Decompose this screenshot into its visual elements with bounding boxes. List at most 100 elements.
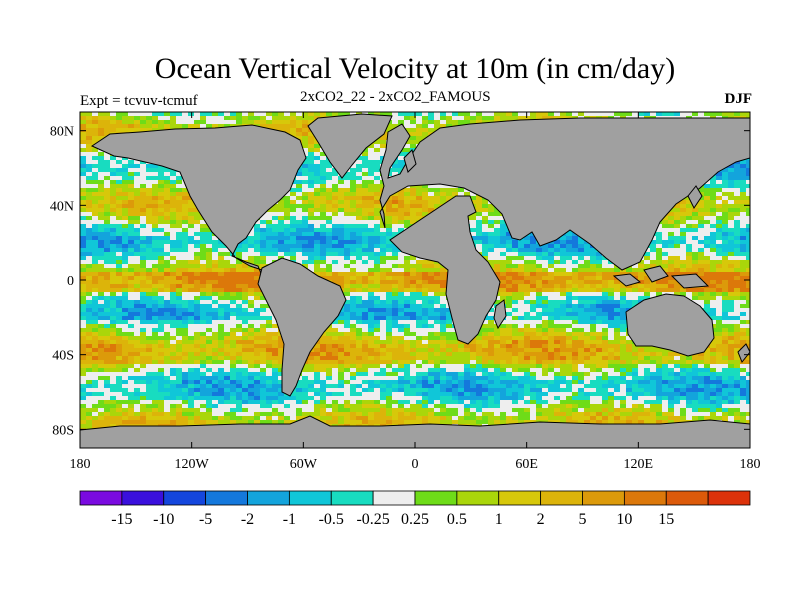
field-cell bbox=[308, 216, 314, 220]
field-cell bbox=[596, 256, 602, 260]
field-cell bbox=[182, 284, 188, 288]
field-cell bbox=[176, 216, 182, 220]
field-cell bbox=[134, 180, 140, 184]
field-cell bbox=[368, 216, 374, 220]
field-cell bbox=[746, 284, 750, 288]
field-cell bbox=[716, 176, 722, 180]
field-cell bbox=[416, 272, 422, 276]
field-cell bbox=[80, 152, 86, 156]
field-cell bbox=[152, 188, 158, 192]
field-cell bbox=[728, 248, 734, 252]
field-cell bbox=[344, 256, 350, 260]
field-cell bbox=[362, 168, 368, 172]
field-cell bbox=[698, 260, 704, 264]
field-cell bbox=[218, 248, 224, 252]
field-cell bbox=[746, 212, 750, 216]
field-cell bbox=[104, 284, 110, 288]
field-cell bbox=[140, 224, 146, 228]
field-cell bbox=[362, 156, 368, 160]
field-cell bbox=[362, 188, 368, 192]
field-cell bbox=[638, 276, 644, 280]
field-cell bbox=[134, 260, 140, 264]
field-cell bbox=[140, 220, 146, 224]
field-cell bbox=[380, 228, 386, 232]
field-cell bbox=[332, 204, 338, 208]
field-cell bbox=[308, 268, 314, 272]
field-cell bbox=[176, 284, 182, 288]
field-cell bbox=[164, 264, 170, 268]
field-cell bbox=[290, 124, 296, 128]
field-cell bbox=[692, 236, 698, 240]
field-cell bbox=[140, 188, 146, 192]
field-cell bbox=[332, 236, 338, 240]
field-cell bbox=[470, 216, 476, 220]
field-cell bbox=[242, 112, 248, 116]
field-cell bbox=[530, 252, 536, 256]
field-cell bbox=[434, 276, 440, 280]
field-cell bbox=[356, 164, 362, 168]
field-cell bbox=[188, 236, 194, 240]
field-cell bbox=[140, 264, 146, 268]
field-cell bbox=[308, 224, 314, 228]
field-cell bbox=[230, 260, 236, 264]
field-cell bbox=[338, 276, 344, 280]
field-cell bbox=[248, 244, 254, 248]
field-cell bbox=[332, 280, 338, 284]
field-cell bbox=[362, 180, 368, 184]
field-cell bbox=[326, 176, 332, 180]
field-cell bbox=[128, 272, 134, 276]
field-cell bbox=[476, 240, 482, 244]
field-cell bbox=[404, 192, 410, 196]
field-cell bbox=[296, 256, 302, 260]
field-cell bbox=[128, 160, 134, 164]
field-cell bbox=[116, 272, 122, 276]
field-cell bbox=[302, 236, 308, 240]
field-cell bbox=[608, 272, 614, 276]
field-cell bbox=[350, 252, 356, 256]
field-cell bbox=[296, 240, 302, 244]
field-cell bbox=[236, 284, 242, 288]
field-cell bbox=[506, 256, 512, 260]
field-cell bbox=[722, 112, 728, 116]
field-cell bbox=[266, 260, 272, 264]
field-cell bbox=[746, 260, 750, 264]
field-cell bbox=[212, 248, 218, 252]
field-cell bbox=[104, 232, 110, 236]
field-cell bbox=[212, 284, 218, 288]
field-cell bbox=[122, 232, 128, 236]
field-cell bbox=[116, 172, 122, 176]
field-cell bbox=[482, 248, 488, 252]
field-cell bbox=[296, 252, 302, 256]
field-cell bbox=[98, 272, 104, 276]
field-cell bbox=[92, 284, 98, 288]
field-cell bbox=[110, 128, 116, 132]
field-cell bbox=[734, 180, 740, 184]
field-cell bbox=[458, 188, 464, 192]
field-cell bbox=[284, 248, 290, 252]
field-cell bbox=[164, 176, 170, 180]
field-cell bbox=[740, 200, 746, 204]
field-cell bbox=[350, 172, 356, 176]
field-cell bbox=[122, 224, 128, 228]
field-cell bbox=[602, 272, 608, 276]
field-cell bbox=[344, 196, 350, 200]
field-cell bbox=[746, 112, 750, 116]
field-cell bbox=[188, 276, 194, 280]
field-cell bbox=[548, 264, 554, 268]
field-cell bbox=[344, 288, 350, 292]
field-cell bbox=[104, 264, 110, 268]
field-cell bbox=[116, 128, 122, 132]
field-cell bbox=[692, 248, 698, 252]
field-cell bbox=[440, 188, 446, 192]
field-cell bbox=[260, 244, 266, 248]
field-cell bbox=[512, 256, 518, 260]
field-cell bbox=[110, 264, 116, 268]
field-cell bbox=[530, 116, 536, 120]
field-cell bbox=[332, 224, 338, 228]
field-cell bbox=[182, 272, 188, 276]
field-cell bbox=[194, 260, 200, 264]
field-cell bbox=[368, 188, 374, 192]
field-cell bbox=[380, 184, 386, 188]
field-cell bbox=[356, 208, 362, 212]
field-cell bbox=[140, 240, 146, 244]
